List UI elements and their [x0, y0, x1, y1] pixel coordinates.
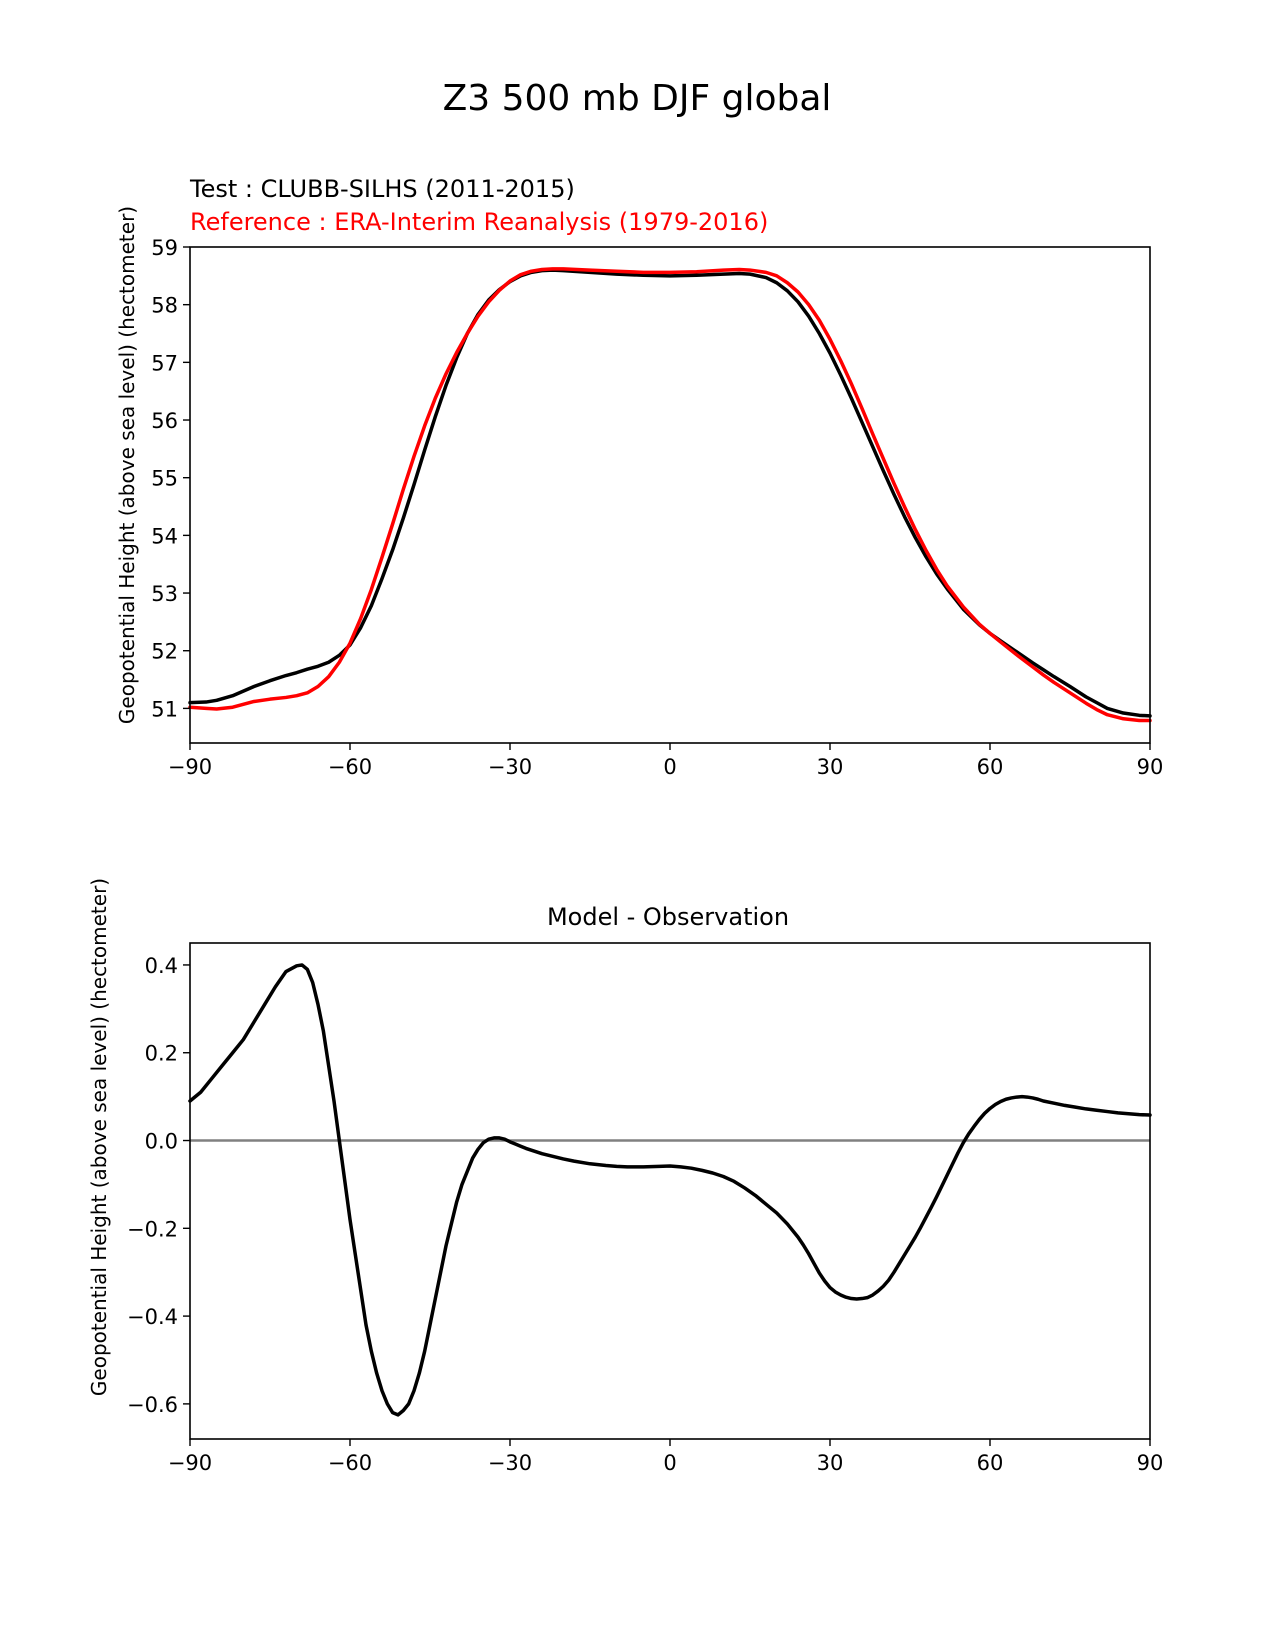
reference-label: Reference : ERA-Interim Reanalysis (1979…	[190, 208, 768, 236]
top-x-tick-label: 30	[817, 755, 844, 779]
top-y-tick-label: 51	[151, 697, 178, 721]
top-y-axis-label: Geopotential Height (above sea level) (h…	[115, 206, 139, 724]
bottom-panel: Model - Observation Geopotential Height …	[87, 878, 1163, 1475]
top-y-tick-label: 55	[151, 467, 178, 491]
bottom-y-tick-label: 0.2	[145, 1042, 178, 1066]
bottom-x-tick-label: −60	[328, 1451, 372, 1475]
bottom-x-tick-label: −90	[168, 1451, 212, 1475]
bottom-x-tick-label: 60	[977, 1451, 1004, 1475]
top-y-tick-label: 53	[151, 582, 178, 606]
top-y-tick-label: 54	[151, 524, 178, 548]
bottom-x-tick-label: 90	[1137, 1451, 1164, 1475]
top-x-tick-label: −30	[488, 755, 532, 779]
bottom-x-tick-label: −30	[488, 1451, 532, 1475]
top-y-tick-label: 56	[151, 409, 178, 433]
bottom-y-tick-label: −0.6	[127, 1393, 178, 1417]
top-x-tick-label: 90	[1137, 755, 1164, 779]
bottom-series-line-0	[188, 963, 1152, 1417]
bottom-y-tick-label: −0.2	[127, 1217, 178, 1241]
top-series-line-reference	[188, 267, 1152, 723]
bottom-x-tick-label: 30	[817, 1451, 844, 1475]
top-y-tick-label: 52	[151, 640, 178, 664]
top-x-tick-label: −90	[168, 755, 212, 779]
top-panel: Test : CLUBB-SILHS (2011-2015) Reference…	[115, 175, 1163, 779]
bottom-x-tick-label: 0	[663, 1451, 676, 1475]
bottom-y-tick-label: 0.0	[145, 1130, 178, 1154]
bottom-plot-frame	[189, 942, 1151, 1440]
top-x-tick-label: 0	[663, 755, 676, 779]
top-series-line-test	[188, 268, 1152, 718]
top-y-tick-label: 58	[151, 294, 178, 318]
bottom-y-axis-label: Geopotential Height (above sea level) (h…	[87, 878, 111, 1396]
test-label: Test : CLUBB-SILHS (2011-2015)	[189, 175, 575, 203]
bottom-y-tick-label: 0.4	[145, 954, 178, 978]
bottom-y-tick-label: −0.4	[127, 1305, 178, 1329]
top-x-tick-label: −60	[328, 755, 372, 779]
bottom-panel-title: Model - Observation	[547, 903, 789, 931]
top-y-tick-label: 59	[151, 236, 178, 260]
top-y-tick-label: 57	[151, 351, 178, 375]
top-x-tick-label: 60	[977, 755, 1004, 779]
figure-title: Z3 500 mb DJF global	[443, 78, 832, 119]
